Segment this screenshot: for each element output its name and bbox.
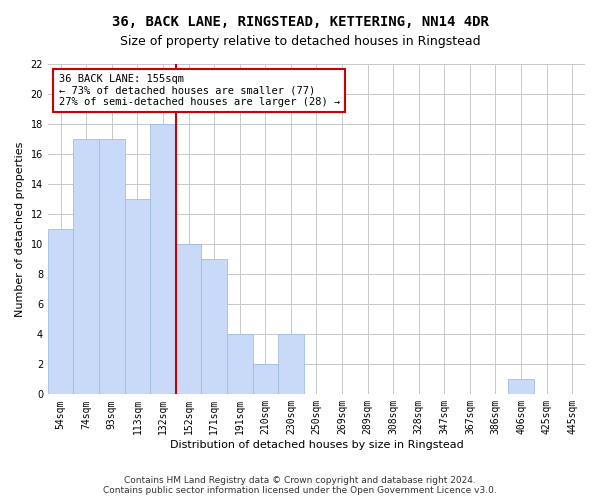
X-axis label: Distribution of detached houses by size in Ringstead: Distribution of detached houses by size … [170, 440, 463, 450]
Bar [227, 334, 253, 394]
Bar [99, 139, 125, 394]
Bar [278, 334, 304, 394]
Text: Contains HM Land Registry data © Crown copyright and database right 2024.
Contai: Contains HM Land Registry data © Crown c… [103, 476, 497, 495]
Bar [48, 229, 73, 394]
Bar [176, 244, 202, 394]
Bar [253, 364, 278, 394]
Text: 36, BACK LANE, RINGSTEAD, KETTERING, NN14 4DR: 36, BACK LANE, RINGSTEAD, KETTERING, NN1… [112, 15, 488, 29]
Text: Size of property relative to detached houses in Ringstead: Size of property relative to detached ho… [119, 35, 481, 48]
Y-axis label: Number of detached properties: Number of detached properties [15, 142, 25, 317]
Bar [73, 139, 99, 394]
Bar [150, 124, 176, 394]
Text: 36 BACK LANE: 155sqm
← 73% of detached houses are smaller (77)
27% of semi-detac: 36 BACK LANE: 155sqm ← 73% of detached h… [59, 74, 340, 107]
Bar [125, 199, 150, 394]
Bar [508, 380, 534, 394]
Bar [202, 259, 227, 394]
